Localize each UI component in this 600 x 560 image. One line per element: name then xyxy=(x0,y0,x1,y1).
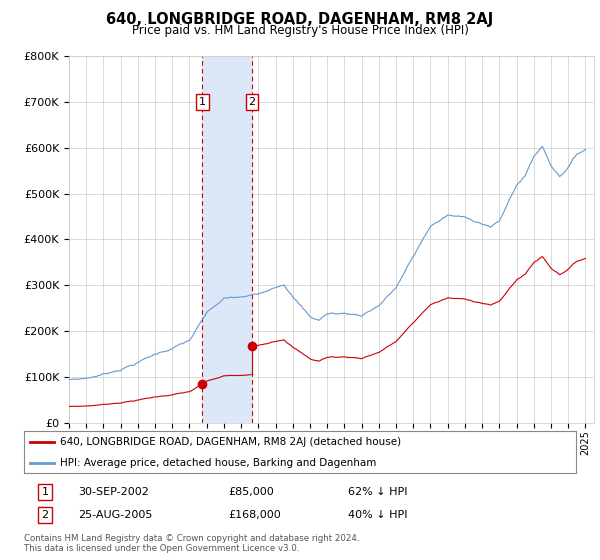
Bar xyxy=(202,56,252,423)
Text: 1: 1 xyxy=(199,97,206,107)
Text: £168,000: £168,000 xyxy=(228,510,281,520)
Text: 1: 1 xyxy=(41,487,49,497)
Text: This data is licensed under the Open Government Licence v3.0.: This data is licensed under the Open Gov… xyxy=(24,544,299,553)
Text: 30-SEP-2002: 30-SEP-2002 xyxy=(78,487,149,497)
Text: HPI: Average price, detached house, Barking and Dagenham: HPI: Average price, detached house, Bark… xyxy=(60,458,376,468)
Text: 40% ↓ HPI: 40% ↓ HPI xyxy=(348,510,407,520)
Text: £85,000: £85,000 xyxy=(228,487,274,497)
Text: 2: 2 xyxy=(248,97,256,107)
Text: 25-AUG-2005: 25-AUG-2005 xyxy=(78,510,152,520)
Text: 640, LONGBRIDGE ROAD, DAGENHAM, RM8 2AJ (detached house): 640, LONGBRIDGE ROAD, DAGENHAM, RM8 2AJ … xyxy=(60,437,401,447)
Text: 640, LONGBRIDGE ROAD, DAGENHAM, RM8 2AJ: 640, LONGBRIDGE ROAD, DAGENHAM, RM8 2AJ xyxy=(106,12,494,27)
Text: Price paid vs. HM Land Registry's House Price Index (HPI): Price paid vs. HM Land Registry's House … xyxy=(131,24,469,36)
Text: 62% ↓ HPI: 62% ↓ HPI xyxy=(348,487,407,497)
Text: Contains HM Land Registry data © Crown copyright and database right 2024.: Contains HM Land Registry data © Crown c… xyxy=(24,534,359,543)
Text: 2: 2 xyxy=(41,510,49,520)
